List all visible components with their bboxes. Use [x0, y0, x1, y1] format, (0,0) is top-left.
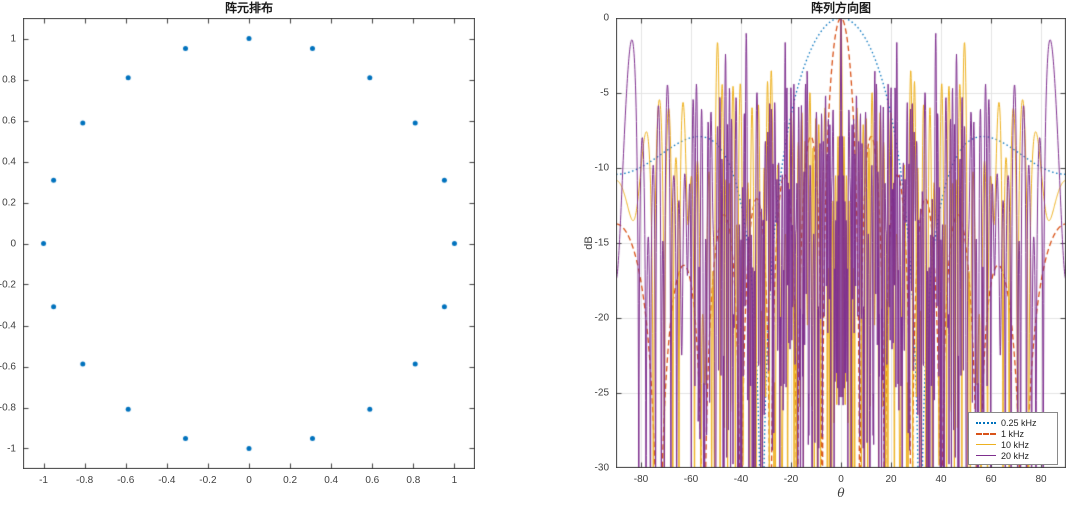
y-tick-label: 0.6: [2, 115, 16, 126]
db-axis-label: dB: [583, 236, 595, 250]
y-tick-label: -20: [594, 312, 609, 324]
x-tick-label: 0.4: [324, 475, 339, 486]
y-tick-label: 0.8: [2, 74, 16, 85]
y-tick-label: -0.6: [0, 361, 16, 372]
legend: 0.25 kHz 1 kHz 10 kHz 20 kHz: [968, 412, 1058, 465]
legend-line-sample: [976, 432, 996, 435]
y-tick-label: -10: [594, 162, 609, 174]
y-tick-label: -30: [594, 462, 609, 474]
y-tick-label: -0.8: [0, 402, 16, 413]
y-tick-label: -15: [594, 237, 609, 249]
array-layout-canvas: [23, 18, 475, 469]
theta-axis-label: θ: [837, 486, 845, 500]
x-tick-label: 40: [935, 474, 947, 485]
legend-label: 10 kHz: [1001, 439, 1030, 450]
y-tick-label: 0: [603, 12, 609, 24]
x-tick-label: -0.2: [199, 475, 217, 486]
x-tick-label: -40: [733, 474, 749, 485]
x-tick-label: 20: [885, 474, 897, 485]
legend-row: 1 kHz: [976, 428, 1053, 439]
array-layout-title: 阵元排布: [224, 1, 273, 15]
y-tick-label: -0.2: [0, 279, 16, 290]
legend-row: 20 kHz: [976, 450, 1053, 461]
legend-line-sample: [976, 444, 996, 445]
x-tick-label: 0.2: [283, 475, 298, 486]
legend-row: 0.25 kHz: [976, 417, 1053, 428]
x-tick-label: 0.6: [365, 475, 380, 486]
y-tick-label: -5: [600, 87, 609, 99]
x-tick-label: 0.8: [406, 475, 421, 486]
x-tick-label: 80: [1035, 474, 1047, 485]
legend-label: 0.25 kHz: [1001, 417, 1037, 428]
x-tick-label: 60: [985, 474, 997, 485]
legend-line-sample: [976, 455, 996, 456]
legend-row: 10 kHz: [976, 439, 1053, 450]
y-tick-label: 0: [10, 238, 16, 249]
x-tick-label: -60: [683, 474, 699, 485]
x-tick-label: -1: [39, 475, 48, 486]
x-tick-label: -0.6: [117, 475, 135, 486]
x-tick-label: -80: [633, 474, 649, 485]
x-tick-label: -20: [783, 474, 799, 485]
legend-line-sample: [976, 421, 996, 424]
x-tick-label: -0.4: [158, 475, 176, 486]
y-tick-label: -25: [594, 387, 609, 399]
y-tick-label: 0.4: [2, 156, 16, 167]
legend-label: 1 kHz: [1001, 428, 1025, 439]
y-tick-label: -0.4: [0, 320, 16, 331]
x-tick-label: 0: [838, 474, 844, 485]
legend-label: 20 kHz: [1001, 450, 1030, 461]
y-tick-label: -1: [7, 443, 16, 454]
x-tick-label: 1: [451, 475, 458, 486]
x-tick-label: -0.8: [76, 475, 94, 486]
x-tick-label: 0: [246, 475, 252, 486]
beam-pattern-canvas: [616, 18, 1066, 468]
beam-pattern-title: 阵列方向图: [810, 1, 871, 15]
y-tick-label: 0.2: [2, 197, 16, 208]
y-tick-label: 1: [10, 33, 16, 44]
